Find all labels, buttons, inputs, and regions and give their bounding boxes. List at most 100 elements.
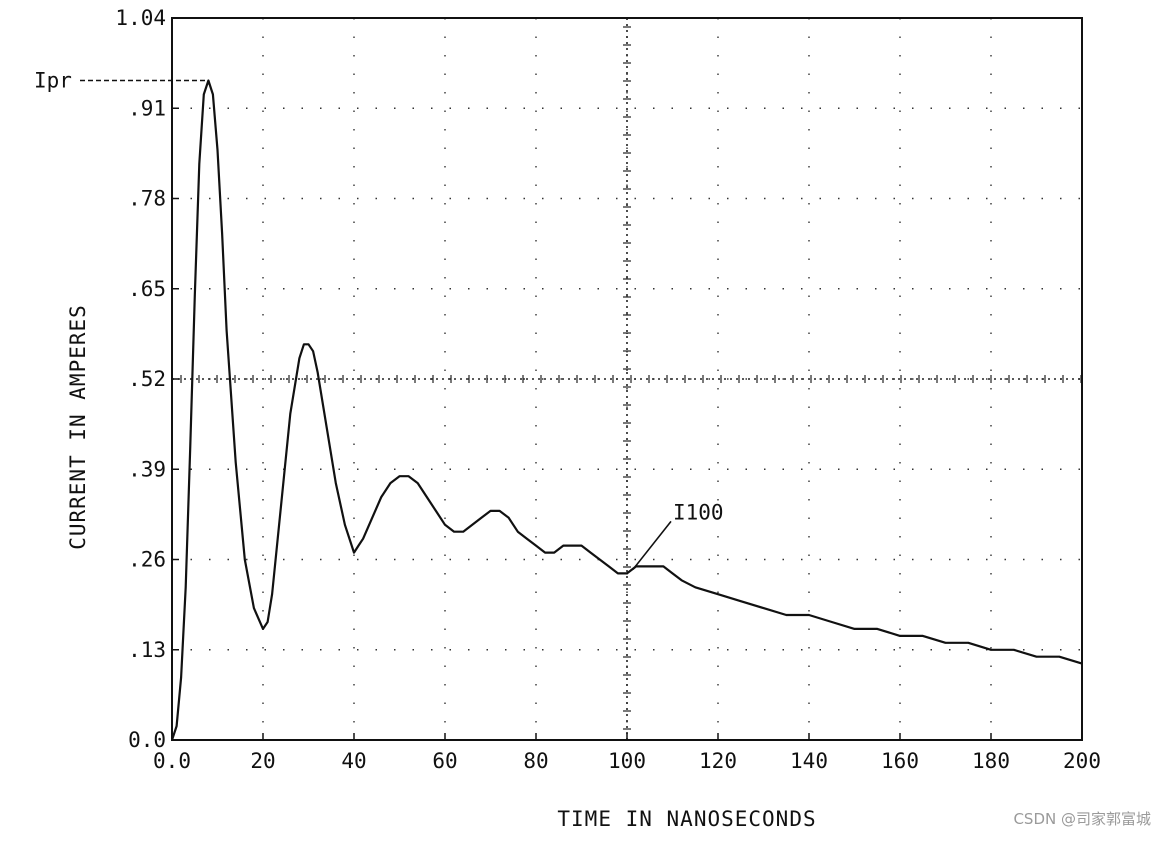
data-point: [1081, 663, 1083, 665]
data-point: [489, 510, 492, 512]
data-point: [853, 628, 856, 630]
data-point: [1035, 656, 1038, 658]
data-point: [307, 343, 310, 345]
data-point: [517, 531, 519, 533]
y-tick-label: .13: [128, 638, 166, 662]
data-point: [344, 524, 346, 526]
data-point: [535, 545, 537, 547]
annotation-layer: Ipr I100: [34, 68, 724, 570]
x-tick-label: 100: [608, 749, 646, 773]
data-point: [876, 628, 878, 630]
tick-layer: 0.0 20 40 60 80 100 120 140 160 180 200 0.0 .13 .26 .3…: [115, 6, 1101, 773]
x-tick-label: 20: [250, 749, 275, 773]
data-point: [185, 586, 187, 588]
data-point: [580, 545, 583, 547]
data-point: [198, 163, 200, 165]
data-point: [508, 517, 510, 519]
data-point: [785, 614, 787, 616]
data-point: [681, 579, 683, 581]
data-point: [362, 538, 364, 540]
ipr-label: Ipr: [34, 68, 72, 92]
data-point: [175, 725, 178, 727]
data-point: [740, 600, 742, 602]
y-tick-label: 1.04: [115, 6, 166, 30]
data-point: [694, 586, 696, 588]
data-point: [444, 524, 446, 526]
data-point: [280, 503, 282, 505]
x-tick-label: 80: [523, 749, 548, 773]
data-point: [235, 461, 237, 463]
data-point: [499, 510, 501, 512]
data-point: [180, 676, 182, 679]
data-point: [617, 572, 619, 574]
y-tick-label: .26: [128, 548, 166, 572]
data-point: [262, 628, 264, 630]
data-point: [544, 551, 546, 554]
data-point: [194, 295, 196, 297]
data-point: [380, 496, 382, 498]
i100-leader-line: [632, 520, 672, 570]
data-point: [526, 538, 528, 540]
data-point: [171, 739, 173, 741]
data-point: [762, 607, 765, 609]
data-point: [226, 329, 228, 332]
data-point: [653, 565, 655, 568]
data-point: [266, 621, 269, 623]
series-line: [170, 79, 1083, 741]
data-point: [326, 426, 328, 429]
data-point: [426, 496, 428, 498]
data-point: [662, 565, 665, 568]
data-point: [1013, 649, 1015, 651]
data-point: [371, 517, 373, 519]
data-point: [289, 413, 291, 415]
data-point: [644, 565, 646, 568]
data-point: [967, 642, 969, 644]
data-point: [398, 475, 401, 477]
x-tick-label: 180: [972, 749, 1010, 773]
data-point: [317, 371, 319, 373]
series-layer: [170, 79, 1083, 741]
data-point: [453, 531, 455, 533]
data-point: [462, 531, 464, 533]
data-point: [562, 545, 564, 547]
data-point: [435, 510, 437, 512]
x-tick-label: 0.0: [153, 749, 191, 773]
data-point: [221, 232, 223, 234]
data-point: [244, 558, 246, 561]
y-tick-label: .52: [128, 367, 166, 391]
y-tick-label: .65: [128, 277, 166, 301]
x-tick-label: 120: [699, 749, 737, 773]
i100-label: I100: [673, 500, 724, 524]
x-tick-label: 60: [432, 749, 457, 773]
data-point: [335, 482, 337, 484]
data-point: [471, 524, 473, 526]
data-point: [671, 572, 674, 574]
data-point: [389, 482, 391, 484]
data-point: [599, 558, 601, 561]
data-point: [944, 642, 947, 644]
data-point: [298, 357, 300, 359]
y-tick-label: .91: [128, 96, 166, 120]
x-tick-label: 40: [341, 749, 366, 773]
data-point: [553, 551, 555, 554]
data-point: [357, 545, 360, 547]
data-point: [271, 593, 273, 595]
data-point: [831, 621, 833, 623]
data-point: [353, 551, 355, 554]
data-point: [408, 475, 410, 477]
data-point: [480, 517, 482, 519]
data-point: [203, 93, 205, 95]
data-point: [303, 343, 305, 345]
x-tick-label: 160: [881, 749, 919, 773]
data-point: [922, 635, 924, 637]
data-point: [216, 149, 219, 151]
y-tick-label: .39: [128, 457, 166, 481]
data-point: [212, 93, 214, 95]
data-point: [717, 593, 719, 595]
x-tick-label: 140: [790, 749, 828, 773]
y-tick-label: 0.0: [128, 728, 166, 752]
data-point: [189, 447, 191, 450]
data-point: [590, 551, 592, 554]
